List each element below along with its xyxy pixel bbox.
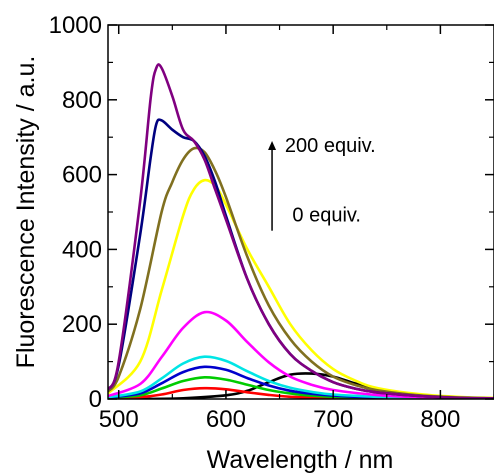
y-tick-label: 1000 (49, 12, 102, 39)
series-line-5 (108, 355, 494, 399)
x-tick-label: 800 (420, 406, 460, 433)
annotation-label-2: 0 equiv. (292, 204, 361, 226)
y-tick-label: 200 (62, 311, 102, 338)
x-axis: 500 600 700 800 (99, 25, 494, 433)
series-line-8 (108, 146, 494, 399)
series-line-10 (108, 63, 494, 399)
series-line-7 (108, 178, 494, 399)
annotation-arrow (268, 140, 277, 231)
y-axis-label: Fluorescence Intensity / a.u. (12, 56, 40, 369)
x-tick-label: 700 (313, 406, 353, 433)
y-axis: 0 200 400 600 800 1000 (49, 12, 494, 413)
annotations: 200 equiv. 0 equiv. (285, 135, 376, 226)
series-line-9 (108, 118, 494, 399)
arrow-head (268, 140, 277, 150)
x-tick-label: 500 (99, 406, 139, 433)
y-tick-label: 600 (62, 162, 102, 189)
x-tick-label: 600 (206, 406, 246, 433)
y-tick-label: 800 (62, 87, 102, 114)
y-tick-label: 400 (62, 236, 102, 263)
series-line-6 (108, 310, 494, 399)
plot-series (108, 63, 494, 399)
x-axis-label: Wavelength / nm (207, 446, 394, 474)
annotation-label-1: 200 equiv. (285, 135, 376, 157)
y-tick-label: 0 (89, 386, 102, 413)
